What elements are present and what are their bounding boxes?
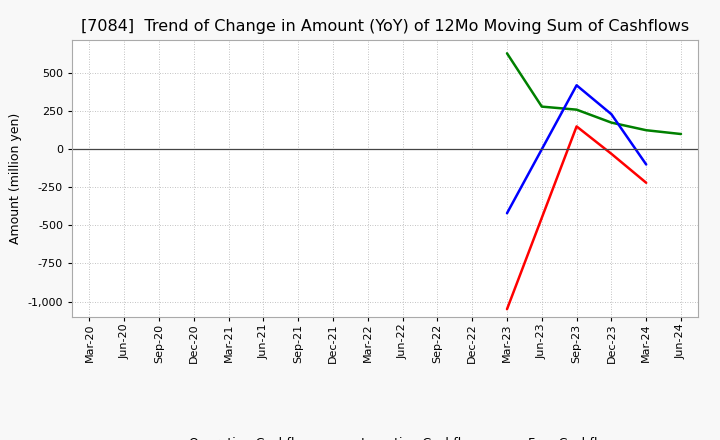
Investing Cashflow: [537, 104, 546, 109]
Free Cashflow: [572, 83, 581, 88]
Free Cashflow: [503, 211, 511, 216]
Operating Cashflow: [503, 307, 511, 312]
Operating Cashflow: [642, 180, 651, 185]
Investing Cashflow: [607, 120, 616, 125]
Operating Cashflow: [607, 151, 616, 157]
Title: [7084]  Trend of Change in Amount (YoY) of 12Mo Moving Sum of Cashflows: [7084] Trend of Change in Amount (YoY) o…: [81, 19, 689, 34]
Line: Operating Cashflow: Operating Cashflow: [507, 126, 647, 309]
Investing Cashflow: [677, 132, 685, 137]
Legend: Operating Cashflow, Investing Cashflow, Free Cashflow: Operating Cashflow, Investing Cashflow, …: [150, 432, 620, 440]
Investing Cashflow: [572, 107, 581, 112]
Operating Cashflow: [572, 124, 581, 129]
Investing Cashflow: [642, 128, 651, 133]
Investing Cashflow: [503, 51, 511, 56]
Y-axis label: Amount (million yen): Amount (million yen): [9, 113, 22, 244]
Free Cashflow: [537, 147, 546, 152]
Line: Investing Cashflow: Investing Cashflow: [507, 53, 681, 134]
Line: Free Cashflow: Free Cashflow: [507, 85, 647, 213]
Free Cashflow: [607, 112, 616, 117]
Free Cashflow: [642, 162, 651, 167]
